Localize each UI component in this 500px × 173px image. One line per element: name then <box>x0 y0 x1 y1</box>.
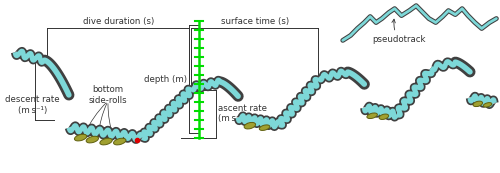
Ellipse shape <box>473 101 482 107</box>
Ellipse shape <box>100 138 112 145</box>
Text: pseudotrack: pseudotrack <box>372 19 426 44</box>
Ellipse shape <box>484 103 492 107</box>
Ellipse shape <box>379 114 388 120</box>
Ellipse shape <box>74 134 87 141</box>
Ellipse shape <box>114 138 126 145</box>
Text: ascent rate
(m s⁻¹): ascent rate (m s⁻¹) <box>218 104 266 124</box>
Text: dive duration (s): dive duration (s) <box>82 17 154 26</box>
Ellipse shape <box>260 125 270 130</box>
Text: surface time (s): surface time (s) <box>220 17 289 26</box>
Ellipse shape <box>86 136 99 143</box>
Text: depth (m): depth (m) <box>144 75 187 84</box>
Text: bottom
side-rolls: bottom side-rolls <box>88 85 128 105</box>
Text: descent rate
(m s⁻¹): descent rate (m s⁻¹) <box>6 95 60 115</box>
Ellipse shape <box>244 122 256 129</box>
Ellipse shape <box>367 113 378 119</box>
